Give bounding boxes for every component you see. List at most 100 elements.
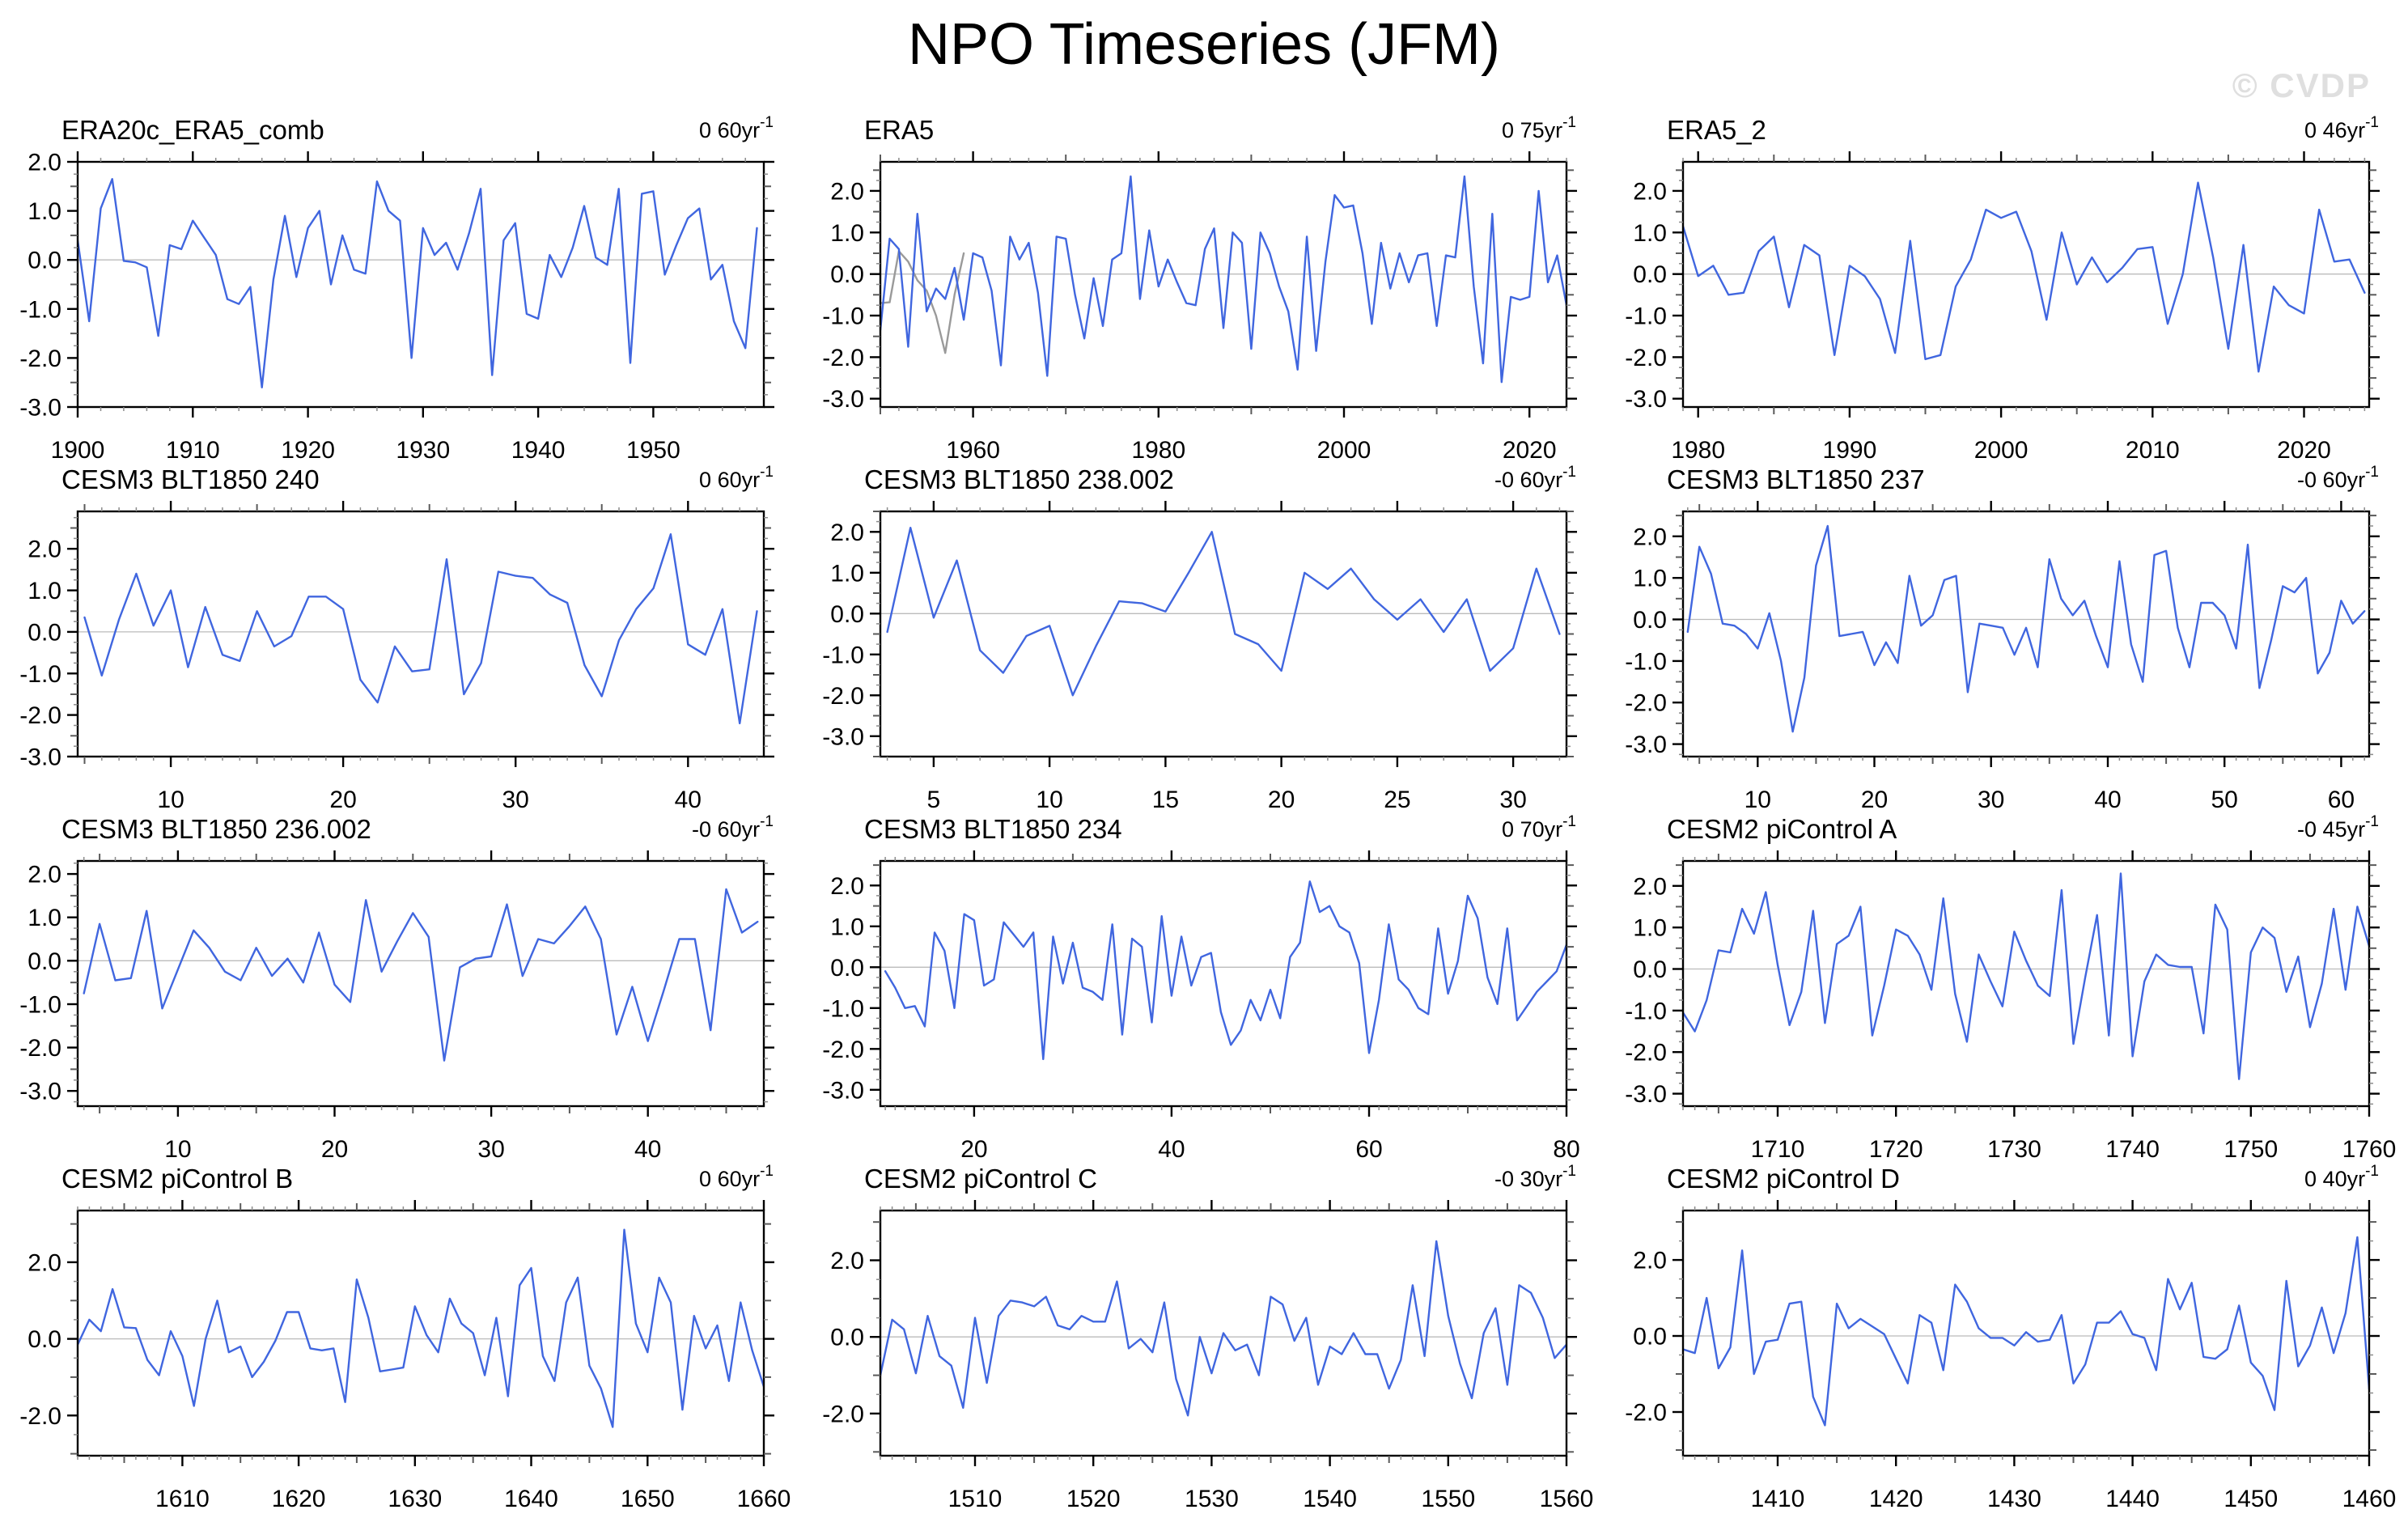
plot-box [76, 160, 765, 409]
x-tick-label: 1760 [2342, 1136, 2397, 1163]
y-tick-label: -2.0 [822, 345, 864, 371]
x-tick-label: 1980 [1131, 437, 1185, 464]
y-tick-label: -1.0 [19, 661, 61, 688]
x-tick-label: 20 [1861, 787, 1888, 813]
x-tick-label: 2020 [2277, 437, 2331, 464]
x-tick-label: 1720 [1869, 1136, 1923, 1163]
y-tick-label: 1.0 [830, 560, 864, 587]
y-tick-label: -2.0 [1625, 690, 1667, 717]
panel-title: ERA20c_ERA5_comb [61, 115, 324, 145]
x-tick-label: 1650 [621, 1486, 675, 1512]
plot-box [76, 859, 765, 1108]
x-tick-label: 20 [321, 1136, 348, 1163]
timeseries-chart: 2.0 1.0 0.0 -1.0 -2.0 -3.0 1960 1980 2000 2020 ERA… [822, 114, 1577, 464]
x-tick-label: 1900 [51, 437, 105, 464]
x-tick-label: 20 [960, 1136, 987, 1163]
series-line [1683, 1236, 2369, 1427]
y-tick-label: 0.0 [830, 261, 864, 288]
series-line [1683, 872, 2369, 1080]
panel-title: ERA5_2 [1667, 115, 1766, 145]
x-tick-label: 1440 [2105, 1486, 2160, 1512]
timeseries-panel: 2.0 1.0 0.0 -1.0 -2.0 -3.0 20 40 60 80 CESM3 BLT18… [803, 803, 1605, 1163]
x-tick-label: 1520 [1066, 1486, 1121, 1512]
timeseries-chart: 2.0 0.0 -2.0 1510 1520 1530 1540 1550 1560 CESM2 … [822, 1163, 1593, 1512]
y-tick-label: -2.0 [19, 702, 61, 729]
y-tick-label: -1.0 [822, 995, 864, 1022]
y-tick-label: -3.0 [1625, 1081, 1667, 1108]
y-tick-label: 0.0 [1633, 956, 1667, 983]
x-tick-label: 1740 [2105, 1136, 2160, 1163]
timeseries-panel: 2.0 1.0 0.0 -1.0 -2.0 -3.0 1900 1910 1920 1930 194… [0, 104, 803, 464]
trend-annotation: 0 60yr-1 [699, 464, 774, 492]
x-tick-label: 1630 [388, 1486, 442, 1512]
y-tick-label: -2.0 [822, 1037, 864, 1063]
x-tick-label: 1460 [2342, 1486, 2397, 1512]
x-tick-label: 60 [2328, 787, 2355, 813]
y-tick-label: 2.0 [830, 178, 864, 205]
timeseries-chart: 2.0 1.0 0.0 -1.0 -2.0 -3.0 1900 1910 1920 1930 194… [19, 114, 774, 464]
x-tick-label: 1730 [1987, 1136, 2041, 1163]
panel-title: CESM3 BLT1850 238.002 [864, 464, 1174, 494]
x-tick-label: 2000 [1317, 437, 1371, 464]
x-tick-label: 1750 [2224, 1136, 2278, 1163]
x-tick-label: 30 [502, 787, 529, 813]
y-tick-label: -3.0 [822, 1077, 864, 1104]
y-tick-label: 0.0 [830, 1325, 864, 1351]
y-tick-label: 1.0 [28, 905, 61, 931]
y-tick-label: 1.0 [830, 220, 864, 247]
timeseries-chart: 2.0 1.0 0.0 -1.0 -2.0 -3.0 10 20 30 40 50 60 CESM3 B… [1625, 464, 2380, 813]
y-tick-label: -2.0 [1625, 1400, 1667, 1427]
series-line [78, 1228, 764, 1428]
x-tick-label: 5 [927, 787, 941, 813]
y-tick-label: 0.0 [1633, 607, 1667, 634]
plot-box [76, 1209, 765, 1457]
trend-annotation: 0 46yr-1 [2304, 114, 2379, 142]
x-tick-label: 30 [1499, 787, 1526, 813]
series-line [884, 880, 1566, 1061]
x-tick-label: 1990 [1823, 437, 1877, 464]
x-tick-label: 1530 [1185, 1486, 1239, 1512]
panel-title: CESM3 BLT1850 234 [864, 814, 1122, 844]
x-tick-label: 1410 [1751, 1486, 1805, 1512]
series-line [1683, 181, 2366, 373]
timeseries-chart: 2.0 1.0 0.0 -1.0 -2.0 -3.0 10 20 30 40 CESM3 BLT18… [19, 813, 774, 1163]
timeseries-panel: 2.0 1.0 0.0 -1.0 -2.0 -3.0 1710 1720 1730 1740 175… [1605, 803, 2408, 1163]
y-tick-label: -1.0 [1625, 648, 1667, 675]
x-tick-label: 1980 [1671, 437, 1725, 464]
y-tick-label: -3.0 [19, 395, 61, 422]
y-tick-label: 2.0 [1633, 524, 1667, 550]
timeseries-panel: 2.0 0.0 -2.0 1510 1520 1530 1540 1550 1560 CESM2 … [803, 1152, 1605, 1512]
y-tick-label: -2.0 [19, 1035, 61, 1062]
y-tick-label: -1.0 [1625, 303, 1667, 330]
y-tick-label: 0.0 [830, 601, 864, 628]
y-tick-label: 1.0 [28, 198, 61, 225]
x-tick-label: 1430 [1987, 1486, 2041, 1512]
plot-box [1681, 859, 2371, 1108]
x-tick-label: 30 [477, 1136, 504, 1163]
y-tick-label: -2.0 [822, 683, 864, 710]
trend-annotation: -0 60yr-1 [2297, 464, 2379, 492]
y-tick-label: -3.0 [822, 723, 864, 750]
timeseries-panel: 2.0 1.0 0.0 -1.0 -2.0 -3.0 10 20 30 40 CESM3 BLT18… [0, 453, 803, 813]
timeseries-chart: 2.0 1.0 0.0 -1.0 -2.0 -3.0 5 10 15 20 25 30 CESM3 BL… [822, 464, 1577, 813]
trend-annotation: 0 60yr-1 [699, 114, 774, 142]
y-tick-label: 2.0 [830, 873, 864, 900]
timeseries-chart: 2.0 1.0 0.0 -1.0 -2.0 -3.0 20 40 60 80 CESM3 BLT18… [822, 813, 1579, 1163]
y-tick-label: 2.0 [28, 150, 61, 176]
y-tick-label: 2.0 [830, 1248, 864, 1274]
x-tick-label: 30 [1978, 787, 2004, 813]
y-tick-label: -2.0 [822, 1401, 864, 1427]
x-tick-label: 1940 [511, 437, 566, 464]
y-tick-label: 1.0 [1633, 915, 1667, 942]
trend-annotation: 0 75yr-1 [1502, 114, 1576, 142]
trend-annotation: -0 45yr-1 [2297, 813, 2379, 842]
series-line [83, 888, 759, 1062]
y-tick-label: 1.0 [28, 578, 61, 604]
timeseries-panel: 2.0 1.0 0.0 -1.0 -2.0 -3.0 1980 1990 2000 2010 202… [1605, 104, 2408, 464]
x-tick-label: 1930 [396, 437, 450, 464]
timeseries-panel: 2.0 1.0 0.0 -1.0 -2.0 -3.0 10 20 30 40 CESM3 BLT18… [0, 803, 803, 1163]
y-tick-label: -3.0 [19, 1079, 61, 1105]
x-tick-label: 1610 [155, 1486, 210, 1512]
timeseries-panel: 2.0 1.0 0.0 -1.0 -2.0 -3.0 1960 1980 2000 2020 ERA… [803, 104, 1605, 464]
y-tick-label: 1.0 [1633, 220, 1667, 247]
